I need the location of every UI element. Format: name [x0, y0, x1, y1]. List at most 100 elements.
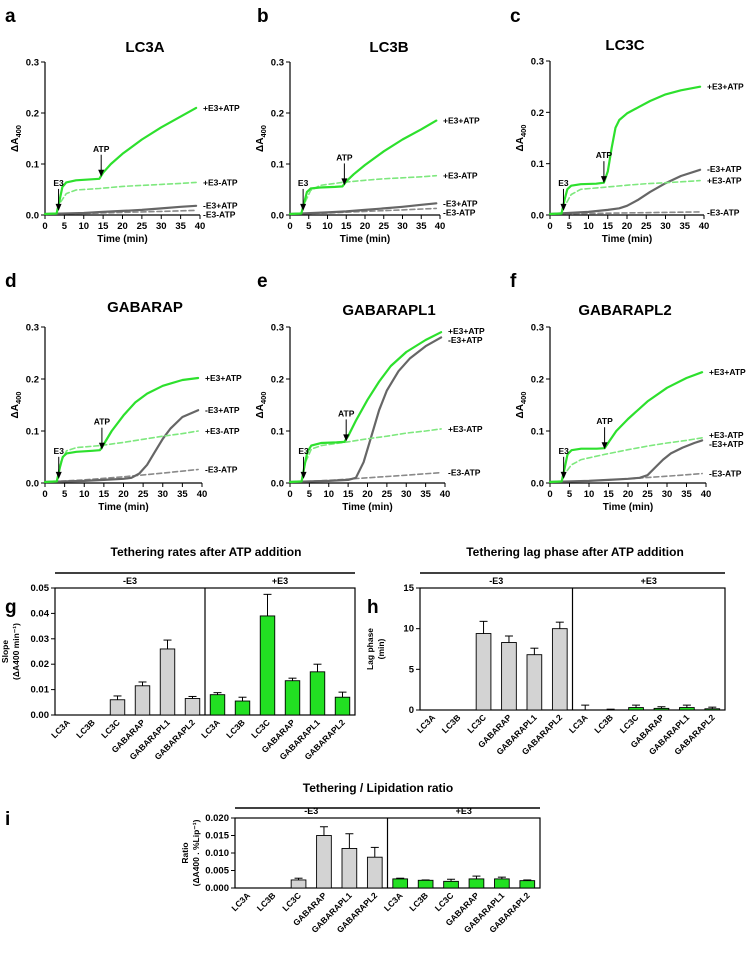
- arrow-label-E3: E3: [558, 178, 569, 188]
- series-line--E3+ATP: [288, 202, 438, 216]
- panel-title-f: GABARAPL2: [578, 302, 671, 319]
- end-label: -E3+ATP: [205, 405, 240, 415]
- x-tick-label: 0: [287, 221, 292, 232]
- y-tick-label: 0: [409, 705, 414, 716]
- category-label-LC3B: LC3B: [255, 890, 278, 913]
- x-tick-label: 15: [341, 221, 352, 232]
- y-tick-label: 0.3: [26, 58, 39, 69]
- panel-title-h: Tethering lag phase after ATP addition: [466, 545, 684, 559]
- arrow-head: [601, 442, 608, 450]
- y-tick-label: 0.2: [271, 375, 284, 386]
- y-tick-label: 0.05: [31, 583, 50, 594]
- bar-panel-g: g Tethering rates after ATP addition -E3 +E…: [0, 545, 356, 762]
- x-axis-label: Time (min): [98, 502, 148, 513]
- series-line-+E3-ATP: [44, 430, 199, 483]
- x-tick-label: 25: [138, 489, 149, 500]
- bar-+E3-GABARAP: [653, 707, 670, 711]
- end-label: -E3-ATP: [448, 468, 481, 478]
- category-label-LC3C: LC3C: [249, 717, 272, 740]
- series-line--E3+ATP: [288, 336, 443, 484]
- y-axis-label: ΔA400: [515, 125, 528, 152]
- bar-+E3-GABARAPL1: [494, 878, 510, 889]
- end-label: +E3-ATP: [709, 430, 744, 440]
- x-tick-label: 0: [42, 221, 47, 232]
- x-tick-label: 10: [584, 489, 595, 500]
- category-label-LC3B: LC3B: [224, 717, 247, 740]
- x-tick-label: 15: [603, 489, 614, 500]
- x-tick-label: 20: [622, 221, 633, 232]
- y-tick-label: 10: [403, 624, 414, 635]
- y-tick-label: 0.1: [271, 160, 285, 171]
- x-axis-label: Time (min): [602, 234, 652, 245]
- end-label: +E3-ATP: [205, 426, 240, 436]
- end-label: +E3+ATP: [205, 373, 242, 383]
- x-tick-label: 5: [567, 221, 573, 232]
- panel-letter-a: a: [5, 6, 16, 27]
- arrow-head: [343, 434, 350, 442]
- y-tick-label: 0.010: [205, 848, 229, 859]
- y-tick-label: 0.0: [531, 479, 544, 490]
- arrow-head: [55, 471, 62, 479]
- x-tick-label: 25: [378, 221, 389, 232]
- x-tick-label: 35: [679, 221, 690, 232]
- bar-+E3-GABARAP: [468, 878, 485, 889]
- end-label: +E3+ATP: [203, 103, 240, 113]
- panel-title-a: LC3A: [125, 39, 164, 56]
- panel-title-d: GABARAP: [107, 299, 183, 316]
- y-tick-label: 0.1: [531, 159, 545, 170]
- y-axis-label-units: (min): [376, 638, 386, 659]
- y-tick-label: 0.3: [271, 58, 284, 69]
- end-label: +E3-ATP: [707, 176, 742, 186]
- arrow-label-ATP: ATP: [336, 152, 353, 162]
- bar-+E3-LC3C: [259, 615, 276, 716]
- y-tick-label: 0.3: [531, 57, 544, 68]
- y-tick-label: 0.02: [31, 659, 50, 670]
- x-tick-label: 15: [602, 221, 613, 232]
- y-axis-label: ΔA400: [255, 125, 268, 152]
- y-tick-label: 0.1: [26, 160, 40, 171]
- end-label: -E3-ATP: [443, 207, 476, 217]
- y-axis-label-main: ΔA: [515, 137, 526, 151]
- bar-+E3-LC3C: [628, 707, 644, 711]
- x-tick-label: 5: [62, 489, 68, 500]
- y-tick-label: 0.00: [31, 710, 50, 721]
- group-label: -E3: [123, 576, 137, 586]
- arrow-head: [300, 471, 307, 479]
- arrow-head: [560, 203, 567, 211]
- y-tick-label: 0.0: [271, 211, 284, 222]
- arrow-label-ATP: ATP: [596, 150, 613, 160]
- y-tick-label: 0.000: [205, 883, 229, 894]
- panel-title-e: GABARAPL1: [342, 302, 435, 319]
- end-label: -E3+ATP: [709, 439, 744, 449]
- y-tick-label: 0.01: [31, 685, 50, 696]
- x-tick-label: 15: [343, 489, 354, 500]
- arrow-label-E3: E3: [298, 446, 309, 456]
- x-tick-label: 15: [98, 221, 109, 232]
- y-axis-label-subscript: 400: [14, 125, 23, 138]
- y-axis-label-main: ΔA: [255, 138, 266, 152]
- x-tick-label: 40: [197, 489, 208, 500]
- arrow-label-E3: E3: [53, 178, 64, 188]
- x-tick-label: 20: [118, 489, 129, 500]
- y-axis-label-units: (ΔA400 . %Lip⁻¹): [191, 819, 201, 886]
- y-axis-label: ΔA400: [255, 392, 268, 419]
- end-label: -E3+ATP: [448, 335, 483, 345]
- y-tick-label: 15: [403, 583, 414, 594]
- end-label: +E3-ATP: [203, 177, 238, 187]
- x-tick-label: 25: [641, 221, 652, 232]
- y-tick-label: 0.3: [26, 323, 39, 334]
- y-axis-label: ΔA400: [10, 125, 23, 152]
- x-tick-label: 25: [137, 221, 148, 232]
- panel-title-i: Tethering / Lipidation ratio: [303, 781, 453, 795]
- bar--E3-GABARAPL2: [366, 856, 383, 889]
- x-tick-label: 30: [156, 221, 167, 232]
- arrow-head: [300, 203, 307, 211]
- line-panel-c: c LC3C 0.0 0.1 0.2 0.3 0 5 10 15 20 25 30 35 40 Time (m…: [510, 6, 744, 245]
- panel-letter-e: e: [257, 271, 268, 292]
- x-tick-label: 5: [62, 221, 68, 232]
- y-tick-label: 0.1: [271, 427, 285, 438]
- category-label-LC3C: LC3C: [280, 890, 303, 913]
- x-tick-label: 20: [623, 489, 634, 500]
- x-tick-label: 25: [382, 489, 393, 500]
- arrow-head: [98, 169, 105, 177]
